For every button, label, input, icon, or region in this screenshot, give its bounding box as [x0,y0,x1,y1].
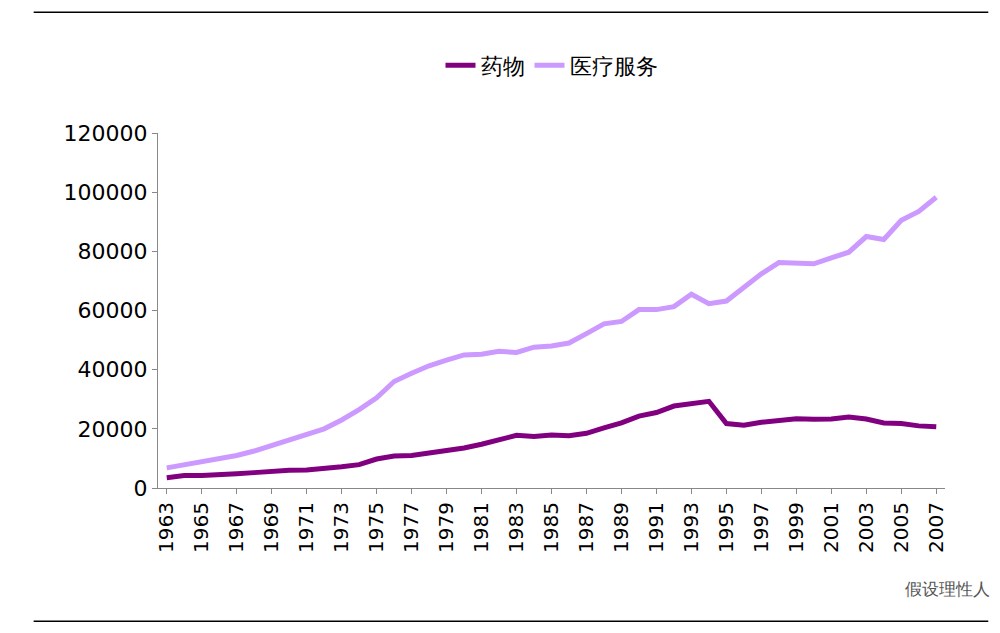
svg-text:1981: 1981 [469,502,493,553]
svg-text:0: 0 [134,476,148,501]
svg-text:1999: 1999 [784,502,808,553]
svg-text:100000: 100000 [64,180,148,205]
svg-text:1963: 1963 [154,502,178,553]
svg-text:2005: 2005 [889,502,913,553]
svg-text:1965: 1965 [189,502,213,553]
svg-text:1973: 1973 [329,502,353,553]
svg-text:1969: 1969 [259,502,283,553]
svg-text:60000: 60000 [78,298,148,323]
svg-text:40000: 40000 [78,357,148,382]
svg-text:假设理性人: 假设理性人 [905,579,990,599]
svg-text:1997: 1997 [749,502,773,553]
svg-text:2007: 2007 [924,502,948,553]
svg-text:1975: 1975 [364,502,388,553]
svg-text:1991: 1991 [644,502,668,553]
svg-text:2001: 2001 [819,502,843,553]
svg-text:1993: 1993 [679,502,703,553]
svg-text:1995: 1995 [714,502,738,553]
svg-text:80000: 80000 [78,239,148,264]
svg-text:120000: 120000 [64,121,148,146]
svg-text:20000: 20000 [78,417,148,442]
svg-text:2003: 2003 [854,502,878,553]
svg-text:1967: 1967 [224,502,248,553]
svg-text:1971: 1971 [294,502,318,553]
svg-text:1985: 1985 [539,502,563,553]
svg-text:1987: 1987 [574,502,598,553]
svg-text:药物: 药物 [481,54,525,79]
svg-text:1979: 1979 [434,502,458,553]
svg-text:1989: 1989 [609,502,633,553]
svg-text:1977: 1977 [399,502,423,553]
svg-text:医疗服务: 医疗服务 [570,54,658,79]
svg-text:1983: 1983 [504,502,528,553]
